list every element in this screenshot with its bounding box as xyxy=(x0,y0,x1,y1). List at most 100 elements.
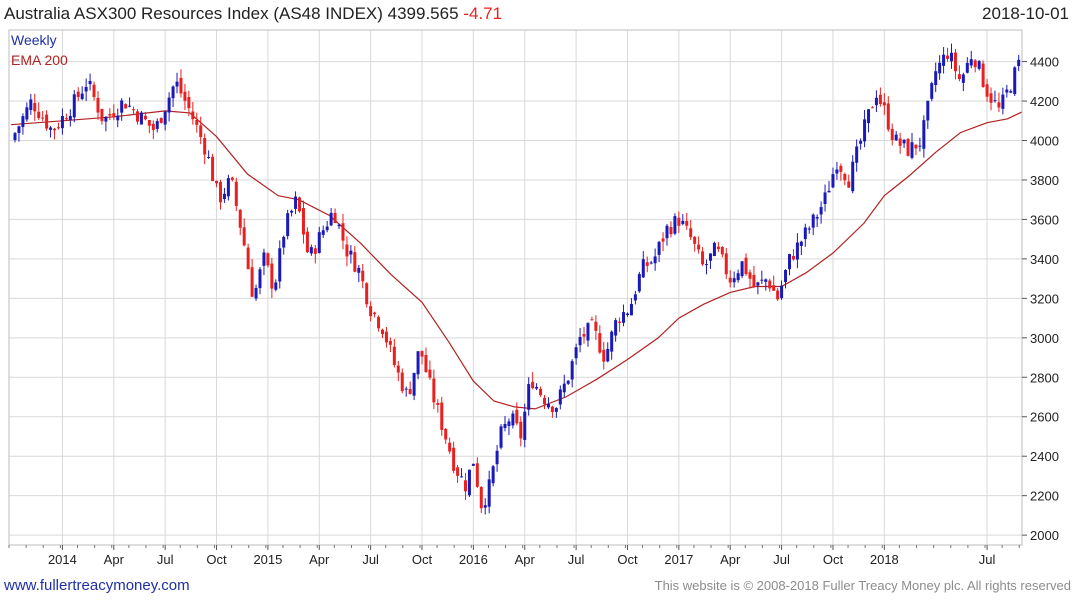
weekly-candle-down xyxy=(689,228,693,238)
weekly-candle-up xyxy=(629,303,633,316)
legend-ema: EMA 200 xyxy=(11,52,68,68)
weekly-candle-up xyxy=(60,115,64,129)
weekly-candle-down xyxy=(136,111,140,122)
weekly-candle-down xyxy=(396,365,400,373)
weekly-candle-up xyxy=(855,146,859,163)
weekly-candle-up xyxy=(807,228,811,230)
weekly-candle-up xyxy=(681,220,685,224)
weekly-candle-up xyxy=(657,241,661,255)
weekly-candle-up xyxy=(404,388,408,390)
weekly-candle-down xyxy=(550,406,554,412)
title-text: Australia ASX300 Resources Index (AS48 I… xyxy=(4,4,459,23)
weekly-candle-down xyxy=(41,117,45,119)
y-tick-label: 2600 xyxy=(1030,410,1059,425)
legend: Weekly EMA 200 xyxy=(11,32,68,68)
x-tick-label: Jul xyxy=(979,552,996,567)
y-tick-label: 4200 xyxy=(1030,94,1059,109)
x-tick-label: 2014 xyxy=(48,552,77,567)
weekly-candle-up xyxy=(950,52,954,62)
weekly-candle-down xyxy=(752,274,756,287)
weekly-candle-down xyxy=(33,103,37,112)
weekly-candle-up xyxy=(483,505,487,508)
weekly-candle-up xyxy=(167,97,171,113)
weekly-candle-up xyxy=(282,236,286,248)
weekly-candle-down xyxy=(590,319,594,321)
weekly-candle-down xyxy=(728,277,732,283)
weekly-candle-up xyxy=(835,169,839,174)
weekly-candle-down xyxy=(677,217,681,226)
y-tick-label: 3000 xyxy=(1030,331,1059,346)
weekly-candle-down xyxy=(313,248,317,254)
weekly-candle-up xyxy=(570,361,574,380)
weekly-candle-up xyxy=(961,74,965,83)
weekly-candle-down xyxy=(179,77,183,94)
weekly-candle-up xyxy=(286,213,290,237)
weekly-candle-down xyxy=(428,369,432,378)
candle-layer xyxy=(13,43,1021,515)
weekly-candle-up xyxy=(851,161,855,192)
weekly-candle-up xyxy=(586,323,590,341)
weekly-candle-down xyxy=(92,84,96,98)
weekly-candle-up xyxy=(499,426,503,448)
weekly-candle-down xyxy=(452,447,456,471)
chart-date: 2018-10-01 xyxy=(982,4,1069,23)
weekly-candle-down xyxy=(720,247,724,255)
weekly-candle-up xyxy=(309,247,313,254)
x-tick-label: 2015 xyxy=(253,552,282,567)
weekly-candle-up xyxy=(317,232,321,253)
weekly-candle-up xyxy=(736,273,740,281)
weekly-candle-up xyxy=(673,216,677,234)
weekly-candle-up xyxy=(546,404,550,408)
weekly-candle-down xyxy=(543,397,547,405)
x-tick-label: Oct xyxy=(412,552,433,567)
weekly-candle-up xyxy=(21,116,25,128)
weekly-candle-down xyxy=(772,285,776,291)
weekly-candle-down xyxy=(191,111,195,120)
weekly-candle-down xyxy=(594,321,598,331)
weekly-candle-down xyxy=(242,227,246,246)
weekly-candle-down xyxy=(444,428,448,440)
weekly-candle-down xyxy=(266,253,270,266)
x-tick-label: Jul xyxy=(157,552,174,567)
weekly-candle-up xyxy=(894,134,898,141)
weekly-candle-down xyxy=(250,267,254,297)
x-tick-label: 2016 xyxy=(459,552,488,567)
site-link[interactable]: www.fullertreacymoney.com xyxy=(4,577,190,594)
weekly-candle-down xyxy=(898,138,902,146)
weekly-candle-down xyxy=(199,125,203,138)
weekly-candle-down xyxy=(76,91,80,97)
x-tick-label: Jul xyxy=(362,552,379,567)
weekly-candle-up xyxy=(511,413,515,426)
x-tick-label: Jul xyxy=(773,552,790,567)
weekly-candle-down xyxy=(211,156,215,181)
weekly-candle-up xyxy=(175,81,179,87)
weekly-candle-up xyxy=(787,254,791,270)
weekly-candle-up xyxy=(993,100,997,102)
weekly-candle-down xyxy=(159,118,163,123)
weekly-candle-down xyxy=(776,290,780,300)
weekly-candle-up xyxy=(278,248,282,282)
weekly-candle-down xyxy=(870,107,874,109)
weekly-candle-down xyxy=(369,306,373,317)
weekly-candle-up xyxy=(633,294,637,301)
weekly-candle-up xyxy=(942,54,946,66)
weekly-candle-up xyxy=(226,178,230,197)
weekly-candle-up xyxy=(155,121,159,129)
weekly-candle-down xyxy=(519,421,523,439)
weekly-candle-up xyxy=(467,469,471,496)
weekly-candle-down xyxy=(187,96,191,109)
weekly-candle-up xyxy=(740,261,744,277)
weekly-candle-up xyxy=(13,133,17,141)
weekly-candle-up xyxy=(337,224,341,227)
weekly-candle-down xyxy=(345,244,349,257)
weekly-candle-down xyxy=(839,165,843,172)
weekly-candle-up xyxy=(606,348,610,362)
legend-weekly: Weekly xyxy=(11,32,57,48)
weekly-candle-down xyxy=(64,118,68,120)
weekly-candle-down xyxy=(701,251,705,265)
weekly-candle-down xyxy=(388,341,392,345)
weekly-candle-down xyxy=(218,182,222,203)
x-tick-label: Oct xyxy=(206,552,227,567)
x-tick-label: Oct xyxy=(617,552,638,567)
